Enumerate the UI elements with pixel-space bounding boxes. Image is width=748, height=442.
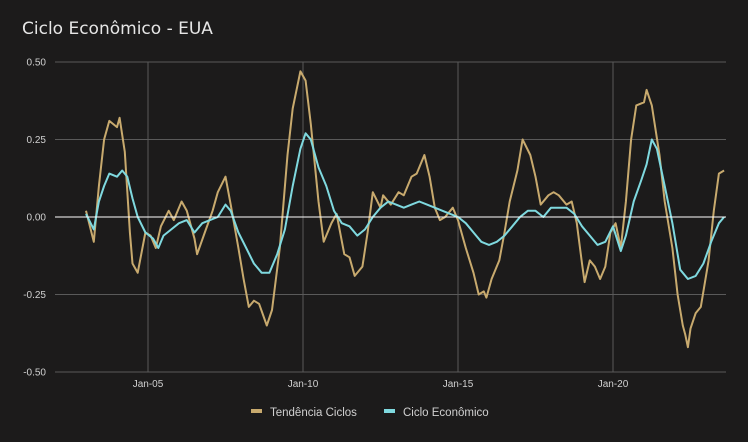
y-tick-label: 0.50 [27,58,47,69]
series-line-ciclo-economico [85,132,725,280]
series-line-tendencia-ciclos [85,70,725,349]
legend-label: Ciclo Econômico [403,407,489,419]
y-tick-label: -0.25 [23,290,46,301]
y-tick-label: -0.50 [23,368,46,379]
y-tick-label: 0.00 [27,213,47,224]
chart-title: Ciclo Econômico - EUA [22,19,213,39]
y-tick-label: 0.25 [27,135,47,146]
x-tick-label: Jan-05 [133,379,164,390]
legend-swatch [251,409,262,413]
x-tick-label: Jan-15 [443,379,474,390]
x-tick-label: Jan-20 [598,379,629,390]
x-tick-label: Jan-10 [288,379,319,390]
legend-swatch [384,409,395,413]
legend-label: Tendência Ciclos [270,407,357,419]
